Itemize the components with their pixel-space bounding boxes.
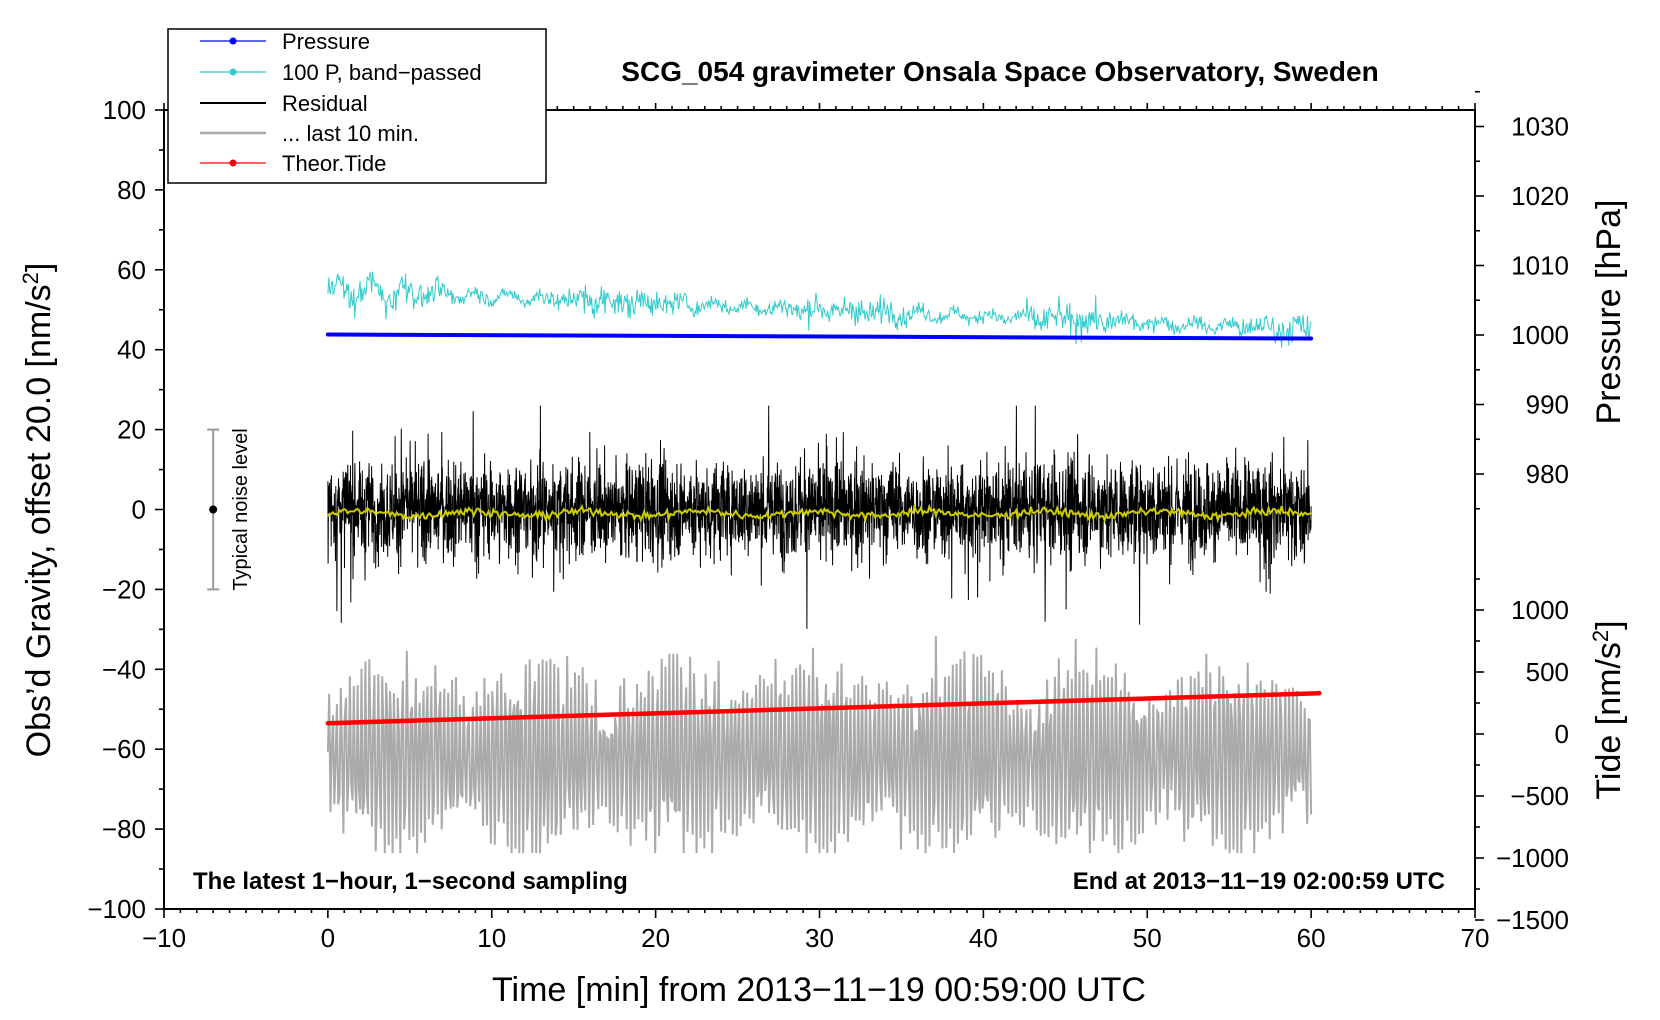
legend-box [167, 28, 547, 184]
tide-tick-label: 500 [1526, 657, 1569, 687]
noise-level-indicator: Typical noise level [207, 428, 252, 591]
series-pressure [325, 332, 1314, 341]
data-series [325, 271, 1322, 854]
pressure-tick-label: 1010 [1511, 251, 1569, 281]
y-tick-label: −60 [102, 734, 146, 764]
pressure-tick-label: 1020 [1511, 181, 1569, 211]
tide-tick-label: 1000 [1511, 595, 1569, 625]
x-tick-label: 40 [969, 923, 998, 953]
x-tick-label: 0 [321, 923, 335, 953]
series-theor-tide [325, 691, 1322, 726]
x-tick-label: 50 [1133, 923, 1162, 953]
y-axis-label-sup: 2 [18, 272, 43, 284]
end-time-note: End at 2013−11−19 02:00:59 UTC [1073, 868, 1445, 895]
y-tick-label: −40 [102, 654, 146, 684]
legend-marker-tide [229, 159, 237, 167]
y-axis-label-main: Obs’d Gravity, offset 20.0 [nm/s [20, 284, 58, 757]
legend-label-last10: ... last 10 min. [282, 121, 419, 146]
chart-title: SCG_054 gravimeter Onsala Space Observat… [621, 56, 1378, 87]
y-tick-label: −80 [102, 814, 146, 844]
series-smoothed-residual [327, 503, 1312, 524]
y-axis-label: Obs’d Gravity, offset 20.0 [nm/s2] [18, 263, 58, 758]
legend-label-residual: Residual [282, 91, 368, 116]
legend-label-bandpassed: 100 P, band−passed [282, 60, 482, 85]
pressure-tick-label: 1030 [1511, 112, 1569, 142]
legend-label-pressure: Pressure [282, 29, 370, 54]
tide-axis-label-main: Tide [nm/s [1590, 642, 1628, 799]
legend-marker-bandpassed [229, 68, 237, 76]
x-tick-label: 70 [1461, 923, 1490, 953]
tick-marks: −10 0 10 20 30 40 50 60 70−100−80−60−40−20020406… [87, 90, 1569, 953]
tide-tick-label: −1500 [1496, 905, 1569, 935]
pressure-tick-label: 990 [1526, 390, 1569, 420]
y-axis-label-end: ] [20, 263, 58, 272]
x-tick-label: 60 [1297, 923, 1326, 953]
x-tick-label: −10 [142, 923, 186, 953]
x-tick-label: 10 [477, 923, 506, 953]
legend-marker-pressure [229, 37, 237, 45]
pressure-tick-label: 980 [1526, 459, 1569, 489]
y-tick-label: 40 [117, 335, 146, 365]
tide-tick-label: −500 [1510, 781, 1569, 811]
tide-axis-label-end: ] [1590, 620, 1628, 629]
pressure-axis-label: Pressure [hPa] [1590, 200, 1628, 425]
pressure-tick-label: 1000 [1511, 320, 1569, 350]
tide-tick-label: 0 [1555, 719, 1569, 749]
series-band-passed-pressure [327, 271, 1312, 348]
noise-level-label: Typical noise level [230, 428, 252, 590]
series-residual [327, 405, 1312, 629]
y-tick-label: 60 [117, 255, 146, 285]
y-tick-label: −20 [102, 574, 146, 604]
noise-bar-center-dot [209, 505, 218, 514]
series-last-10-min [326, 636, 1313, 854]
y-tick-label: 80 [117, 175, 146, 205]
tide-axis-label: Tide [nm/s2] [1588, 620, 1628, 799]
y-tick-label: 0 [132, 495, 146, 525]
x-axis-label: Time [min] from 2013−11−19 00:59:00 UTC [492, 971, 1146, 1009]
sampling-note: The latest 1−hour, 1−second sampling [193, 868, 628, 895]
x-tick-label: 30 [805, 923, 834, 953]
y-tick-label: 100 [103, 95, 146, 125]
legend: Pressure 100 P, band−passed Residual ...… [167, 28, 547, 184]
legend-label-tide: Theor.Tide [282, 151, 386, 176]
tide-axis-label-sup: 2 [1588, 630, 1613, 642]
y-tick-label: 20 [117, 415, 146, 445]
tide-tick-label: −1000 [1496, 843, 1569, 873]
y-tick-label: −100 [87, 894, 146, 924]
x-tick-label: 20 [641, 923, 670, 953]
